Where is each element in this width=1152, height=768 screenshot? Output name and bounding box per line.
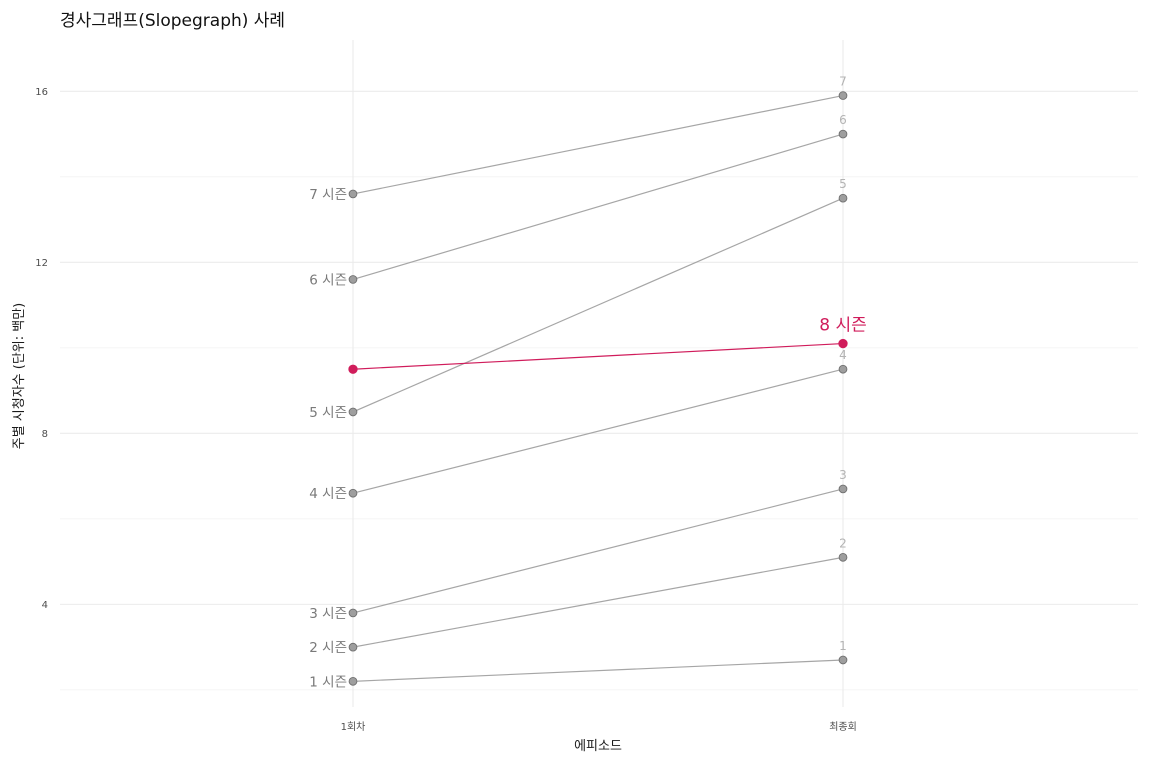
data-point-8-last [838,338,848,349]
right-label-3: 3 [839,468,847,482]
series-line-8 [352,342,844,370]
left-label-2: 2 시즌 [309,640,347,656]
x-tick-label: 최종회 [829,721,857,733]
data-point-2-last [838,553,848,562]
data-point-7-first [348,189,358,199]
y-tick-label: 16 [35,87,48,98]
right-label-2: 2 [839,536,847,550]
series-line-6 [352,133,844,281]
left-label-7: 7 시즌 [309,187,347,203]
left-label-3: 3 시즌 [309,606,347,622]
x-axis-ticks: 1회차 최종회 [341,721,857,733]
data-point-6-first [348,275,358,284]
data-point-5-last [838,193,848,203]
series-line-1 [352,659,844,682]
left-label-1: 1 시즌 [309,674,347,690]
data-point-3-first [348,608,358,618]
right-label-4: 4 [839,348,847,362]
x-tick-label: 1회차 [341,721,366,733]
y-tick-label: 8 [42,429,48,440]
right-label-7: 7 [839,75,847,89]
right-label-8: 8 시즌 [819,316,867,336]
right-label-5: 5 [839,177,847,191]
chart-title: 경사그래프(Slopegraph) 사례 [60,11,285,31]
data-point-4-first [348,488,358,498]
data-point-2-first [348,642,358,652]
right-label-1: 1 [839,639,847,653]
series-line-7 [352,94,844,195]
series-line-5 [352,197,844,413]
y-axis-ticks: 4 8 12 16 [35,87,48,611]
data-point-8-first [348,364,358,374]
data-point-7-last [838,91,848,100]
left-label-6: 6 시즌 [309,272,347,288]
right-label-6: 6 [839,113,847,127]
x-axis-title: 에피소드 [574,739,622,754]
data-point-1-first [348,676,358,686]
data-point-4-last [838,364,848,374]
data-point-3-last [838,484,848,494]
left-label-5: 5 시즌 [309,405,347,421]
data-point-6-last [838,129,848,139]
left-label-4: 4 시즌 [309,486,347,502]
data-point-1-last [838,655,848,665]
y-tick-label: 4 [42,600,48,611]
series-line-4 [352,368,844,494]
data-point-5-first [348,407,358,417]
grid-layer [60,40,1138,707]
labels-layer: 1 시즌 1 2 시즌 2 3 시즌 3 4 시즌 4 5 시즌 5 6 시즌 6 7 시즌 7 8 시즌 [309,75,866,691]
y-tick-label: 12 [35,258,48,269]
y-axis-title: 주별 시청자수 (단위: 백만) [12,303,27,450]
series-line-3 [352,488,844,614]
series-layer [348,91,848,686]
series-line-2 [352,556,844,648]
